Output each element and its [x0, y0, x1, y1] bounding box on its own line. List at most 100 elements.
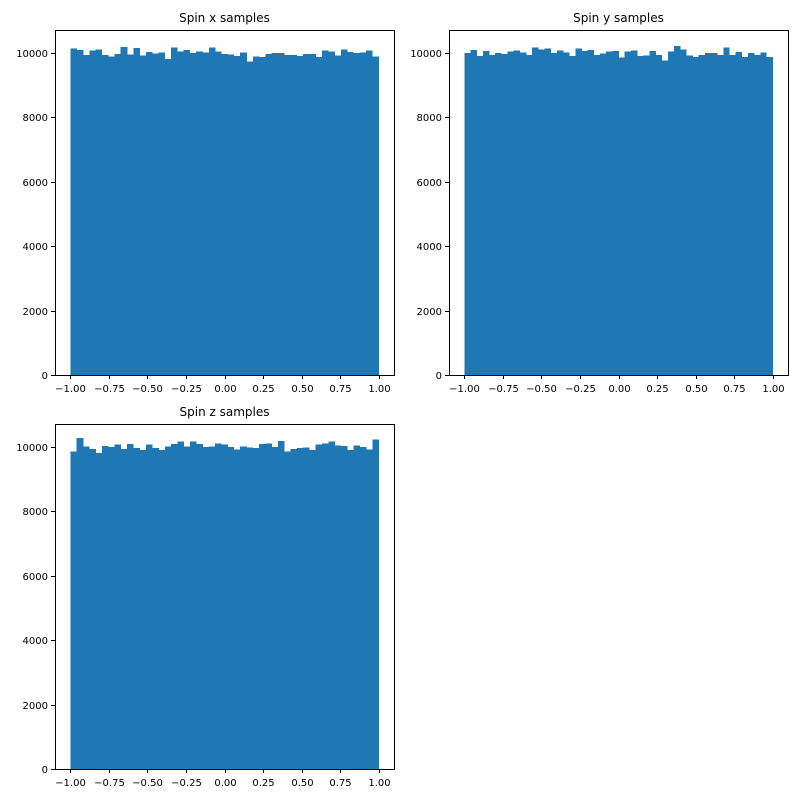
histogram-bar [569, 55, 576, 375]
histogram-bar [321, 443, 329, 769]
histogram-bar [196, 51, 203, 375]
histogram-bar [328, 51, 335, 375]
histogram-bar [359, 446, 367, 769]
x-tick-label: 0.25 [252, 384, 274, 395]
histogram-bar [315, 444, 323, 769]
histogram-bar [101, 55, 109, 376]
y-tick-label: 4000 [417, 242, 442, 253]
histogram-bar [221, 444, 228, 769]
histogram-bar [164, 446, 172, 769]
histogram-bars [70, 437, 379, 769]
histogram-bar [556, 50, 564, 375]
histogram-bar [735, 51, 743, 376]
histogram-bar [127, 54, 134, 375]
histogram-bar [353, 52, 361, 375]
histogram-bar [114, 444, 122, 769]
histogram-bar [550, 52, 558, 375]
histogram-bar [290, 54, 298, 375]
histogram-bar [482, 50, 490, 376]
histogram-bar [133, 48, 140, 376]
histogram-bar [513, 50, 521, 376]
histogram-bar [284, 451, 291, 769]
histogram-bar [593, 55, 601, 376]
histogram-bar [328, 441, 335, 769]
histogram-bar [519, 52, 527, 375]
histogram-bar [177, 441, 184, 769]
histogram-bar [538, 49, 545, 376]
y-tick-label: 2000 [417, 307, 442, 318]
histogram-bar [698, 54, 706, 375]
histogram-bar [246, 61, 254, 375]
histogram-bar [741, 56, 749, 375]
histogram-bar [240, 446, 247, 769]
histogram-bar [177, 51, 184, 375]
histogram-bar [526, 55, 533, 376]
histogram-bar [606, 51, 613, 375]
subplot-spin-z: Spin z samples −1.00 −0.75 −0.50 −0.25 0.00 0… [16, 405, 395, 789]
histogram-bar [171, 47, 178, 375]
subplot-spin-x: Spin x samples −1.00 −0.75 −0.50 −0.25 0.00 0… [16, 11, 395, 395]
subplot-title: Spin y samples [573, 11, 664, 25]
y-tick-label: 8000 [417, 113, 442, 124]
histogram-bar [347, 450, 354, 769]
histogram-bar [661, 60, 669, 376]
histogram-bars [70, 46, 379, 376]
histogram-bar [624, 51, 632, 375]
histogram-bar [630, 50, 638, 375]
histogram-bar [600, 53, 607, 375]
x-tick-label: 0.00 [608, 384, 630, 395]
histogram-bar [215, 51, 222, 375]
histogram-bar [183, 446, 191, 769]
histogram-bar [372, 439, 379, 769]
histogram-bar [587, 49, 595, 376]
histogram-bar [95, 49, 103, 376]
histogram-bar [259, 443, 266, 769]
histogram-bar [704, 52, 712, 375]
x-tick-label: −1.00 [55, 778, 86, 789]
x-tick-label: −0.75 [488, 384, 519, 395]
histogram-bar [82, 55, 90, 376]
histogram-bar [340, 49, 348, 375]
histogram-bar [309, 54, 316, 376]
histogram-bar [189, 441, 197, 769]
histogram-bar [754, 54, 761, 375]
x-tick-label: −0.25 [171, 778, 202, 789]
x-tick-label: −1.00 [449, 384, 480, 395]
x-tick-label: 1.00 [368, 384, 390, 395]
histogram-bar [145, 444, 153, 769]
histogram-bar [489, 55, 496, 376]
x-tick-label: −0.50 [526, 384, 557, 395]
histogram-bar [233, 449, 241, 769]
histogram-bar [717, 55, 724, 376]
y-tick-label: 2000 [23, 701, 48, 712]
subplot-title: Spin z samples [180, 405, 270, 419]
histogram-bars [464, 45, 773, 376]
histogram-bar [265, 443, 272, 769]
y-tick-label: 6000 [23, 572, 48, 583]
x-tick-label: 1.00 [368, 778, 390, 789]
histogram-bar [114, 53, 122, 376]
histogram-bar [290, 448, 298, 769]
y-tick-label: 6000 [23, 178, 48, 189]
histogram-bar [495, 52, 502, 375]
histogram-bar [101, 445, 109, 769]
x-tick-label: 0.75 [723, 384, 745, 395]
histogram-bar [507, 51, 515, 375]
histogram-bar [202, 52, 210, 375]
x-tick-label: −0.50 [132, 384, 163, 395]
histogram-bar [544, 48, 551, 375]
histogram-bar [284, 54, 291, 375]
histogram-bar [215, 443, 222, 769]
y-tick-label: 8000 [23, 507, 48, 518]
x-tick-label: −1.00 [55, 384, 86, 395]
y-tick-label: 0 [436, 371, 442, 382]
x-tick-label: −0.75 [94, 778, 125, 789]
histogram-bar [692, 57, 699, 375]
histogram-bar [227, 54, 235, 375]
histogram-bar [246, 447, 254, 769]
histogram-bar [221, 53, 228, 376]
histogram-bar [252, 447, 260, 769]
histogram-bar [729, 54, 736, 375]
histogram-bar [189, 52, 197, 375]
